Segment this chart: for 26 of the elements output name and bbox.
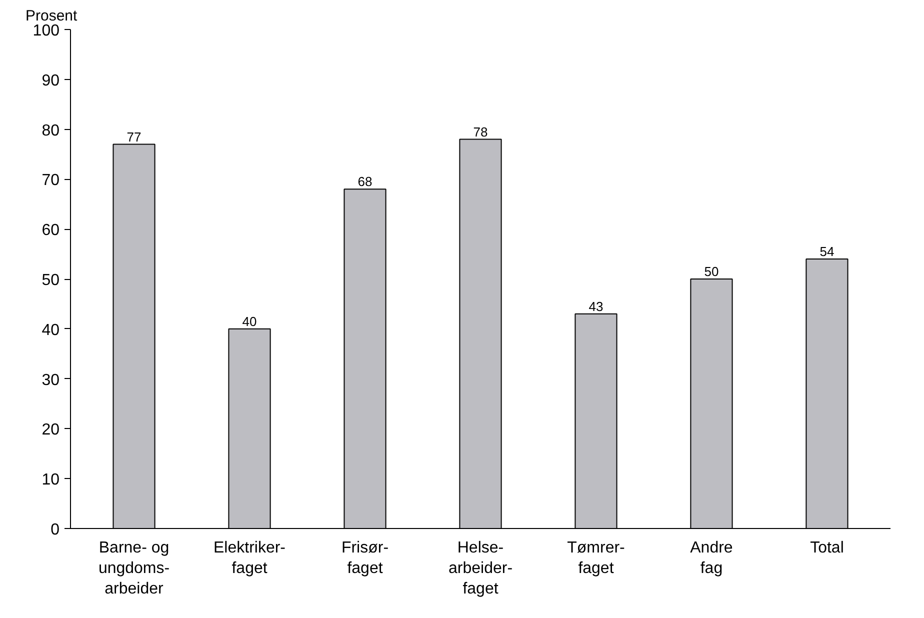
y-axis-title: Prosent [26,8,78,24]
y-tick-label: 20 [42,422,60,439]
data-label: 43 [588,298,604,314]
y-tick-label: 0 [50,522,60,538]
y-tick-label: 70 [42,172,60,190]
x-tick-label: Tømrer- faget [567,540,625,577]
y-tick-label: 80 [42,122,60,140]
y-tick-label: 40 [42,322,60,339]
x-tick-label: Barne- og ungdoms- arbeider [98,540,170,598]
data-label: 68 [358,174,372,190]
x-tick-label: Andre fag [690,540,733,577]
data-label: 50 [704,264,719,279]
y-tick-label: 90 [42,72,60,90]
y-tick-label: 60 [42,222,60,240]
x-tick-label: Helse- arbeider- faget [448,540,513,598]
y-tick-label: 50 [42,272,60,289]
y-tick-label: 30 [42,372,60,389]
x-tick-label: Frisør- faget [341,540,389,577]
data-label: 54 [820,244,834,260]
y-tick-label: 100 [32,22,60,40]
x-tick-label: Total [810,540,844,556]
y-tick-label: 10 [42,472,60,489]
x-tick-label: Elektriker- faget [214,540,286,577]
data-label: 78 [473,124,488,140]
data-label: 40 [242,314,257,329]
data-label: 77 [126,129,142,144]
